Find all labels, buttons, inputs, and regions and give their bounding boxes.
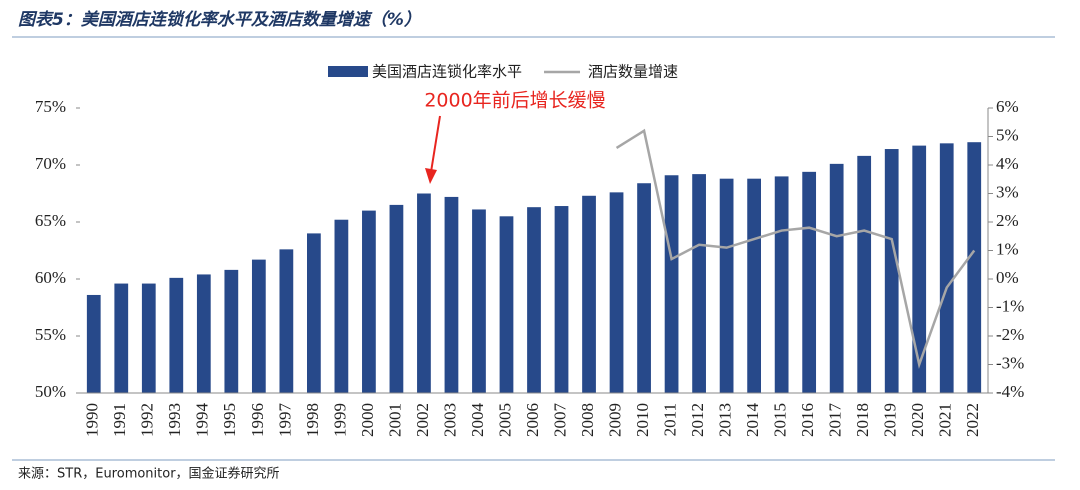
x-tick-label: 2006 — [523, 403, 542, 437]
bar — [86, 294, 101, 393]
x-tick-label: 2008 — [578, 403, 597, 437]
x-tick-label: 2012 — [688, 403, 707, 437]
x-tick-label: 2000 — [358, 403, 377, 437]
legend-label: 酒店数量增速 — [588, 63, 678, 81]
x-tick-label: 2014 — [743, 403, 762, 438]
y-tick-label: 65% — [35, 211, 66, 230]
bar — [774, 176, 789, 393]
bar — [692, 174, 706, 393]
x-tick-label: 2013 — [716, 403, 735, 437]
x-tick-label: 1997 — [275, 403, 294, 438]
x-tick-label: 2021 — [936, 403, 955, 437]
x-tick-label: 2007 — [550, 403, 569, 438]
y-tick-label: 75% — [35, 97, 66, 116]
bar — [307, 233, 321, 393]
annotation-arrowhead — [425, 168, 437, 184]
bar — [114, 283, 129, 393]
y2-tick-label: 0% — [996, 268, 1019, 287]
bar — [939, 143, 954, 393]
bar — [499, 216, 514, 393]
bar — [664, 175, 679, 393]
x-tick-label: 2005 — [495, 403, 514, 437]
bar — [417, 193, 431, 393]
bar — [444, 196, 459, 393]
x-tick-label: 2001 — [385, 403, 404, 437]
x-tick-label: 1999 — [330, 403, 349, 437]
y2-tick-label: -2% — [996, 325, 1024, 344]
source: 来源：STR，Euromonitor，国金证券研究所 — [18, 466, 280, 482]
bar — [334, 219, 349, 393]
x-tick-label: 1995 — [220, 403, 239, 437]
bar — [169, 277, 184, 393]
bar — [362, 210, 376, 393]
bar — [527, 207, 541, 393]
x-tick-label: 1990 — [83, 403, 102, 437]
annotation-arrow — [430, 115, 441, 173]
bar — [912, 145, 927, 393]
x-tick-label: 2002 — [413, 403, 432, 437]
x-tick-label: 1994 — [193, 403, 212, 438]
x-tick-label: 1993 — [165, 403, 184, 437]
x-tick-label: 1998 — [303, 403, 322, 437]
bar — [637, 183, 651, 393]
y2-tick-label: -3% — [996, 353, 1024, 372]
x-tick-label: 2015 — [771, 403, 790, 437]
y-tick-label: 50% — [35, 382, 66, 401]
y2-tick-label: 3% — [996, 182, 1019, 201]
y2-tick-label: 4% — [996, 154, 1019, 173]
y2-tick-label: 5% — [996, 125, 1019, 144]
legend-swatch — [328, 66, 368, 77]
y2-tick-label: -1% — [996, 296, 1024, 315]
x-tick-label: 2010 — [633, 403, 652, 437]
x-tick-label: 2011 — [660, 403, 679, 436]
bar — [251, 259, 266, 393]
x-tick-label: 2017 — [826, 403, 845, 438]
annotation: 2000年前后增长缓慢 — [424, 90, 605, 112]
bar — [829, 163, 844, 393]
x-tick-label: 1996 — [248, 403, 267, 437]
bar — [279, 249, 294, 393]
bar — [196, 274, 211, 393]
bar — [967, 142, 982, 393]
x-tick-label: 2020 — [908, 403, 927, 437]
x-tick-label: 1991 — [110, 403, 129, 437]
y-tick-label: 55% — [35, 325, 66, 344]
x-tick-label: 1992 — [138, 403, 157, 437]
bar — [609, 192, 624, 393]
bar — [719, 178, 734, 393]
y2-tick-label: 1% — [996, 239, 1019, 258]
bar — [472, 209, 486, 393]
chart-title: 图表5：美国酒店连锁化率水平及酒店数量增速（%） — [18, 10, 421, 30]
x-tick-label: 2019 — [881, 403, 900, 437]
y2-tick-label: -4% — [996, 382, 1024, 401]
x-tick-label: 2003 — [440, 403, 459, 437]
bar — [554, 206, 569, 393]
bar — [389, 204, 404, 393]
y2-tick-label: 2% — [996, 211, 1019, 230]
bar — [747, 178, 761, 393]
x-tick-label: 2016 — [798, 403, 817, 437]
y-tick-label: 60% — [35, 268, 66, 287]
bar — [582, 195, 596, 393]
bar — [141, 283, 156, 393]
bar — [884, 149, 899, 393]
x-tick-label: 2018 — [853, 403, 872, 437]
line — [615, 128, 976, 370]
y-tick-label: 70% — [35, 154, 66, 173]
x-tick-label: 2009 — [605, 403, 624, 437]
bar — [802, 171, 817, 393]
legend-label: 美国酒店连锁化率水平 — [372, 63, 522, 81]
x-tick-label: 2004 — [468, 403, 487, 438]
bar — [857, 155, 872, 393]
x-tick-label: 2022 — [963, 403, 982, 437]
bar — [224, 269, 239, 393]
y2-tick-label: 6% — [996, 97, 1019, 116]
